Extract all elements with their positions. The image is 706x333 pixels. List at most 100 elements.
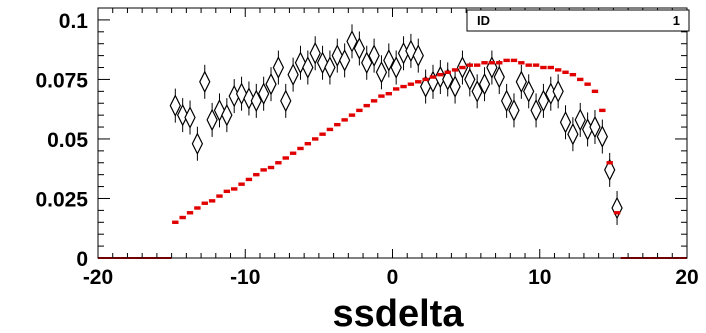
data-point-diamond xyxy=(265,67,277,102)
data-point-red xyxy=(488,61,496,65)
data-point-diamond xyxy=(434,60,447,95)
data-point-diamond xyxy=(368,38,380,73)
data-point-red xyxy=(267,165,275,170)
data-point-red xyxy=(569,72,577,77)
data-point-red xyxy=(451,68,459,72)
data-point-red xyxy=(223,189,231,194)
data-point-red xyxy=(437,72,444,77)
data-point-diamond xyxy=(338,43,351,78)
data-point-diamond xyxy=(523,74,535,109)
data-point-red xyxy=(400,84,407,89)
data-point-red xyxy=(496,61,503,65)
data-point-diamond xyxy=(375,55,388,90)
data-point-diamond xyxy=(611,191,623,225)
x-tick-label: -20 xyxy=(83,266,113,289)
data-point-red xyxy=(356,108,363,113)
data-point-red xyxy=(518,61,525,65)
data-point-red xyxy=(444,70,451,74)
data-point-diamond xyxy=(493,60,505,95)
data-point-red xyxy=(606,161,613,165)
data-point-red xyxy=(562,70,569,74)
data-point-red xyxy=(613,211,621,215)
data-point-red xyxy=(473,63,481,67)
data-point-red xyxy=(186,211,194,215)
data-point-diamond xyxy=(412,38,424,73)
data-point-diamond xyxy=(567,117,579,152)
y-tick-label: 0.1 xyxy=(59,10,89,33)
data-point-red xyxy=(459,65,466,70)
data-point-red xyxy=(503,58,510,63)
data-point-diamond xyxy=(508,93,520,128)
data-point-diamond xyxy=(500,83,513,118)
data-point-red xyxy=(481,61,488,65)
data-point-diamond xyxy=(604,152,616,187)
data-point-diamond xyxy=(280,83,292,118)
data-point-diamond xyxy=(530,93,542,128)
data-point-diamond xyxy=(442,62,454,97)
data-point-red xyxy=(348,113,356,117)
data-point-red xyxy=(370,99,378,103)
data-point-diamond xyxy=(184,100,196,135)
data-point-red xyxy=(429,75,437,79)
data-point-red xyxy=(525,63,532,67)
data-point-red xyxy=(540,65,547,70)
data-point-red xyxy=(231,187,238,191)
data-point-diamond xyxy=(235,76,248,111)
data-point-diamond xyxy=(471,74,483,109)
data-point-diamond xyxy=(478,67,491,102)
data-point-diamond xyxy=(537,83,550,118)
data-point-diamond xyxy=(589,110,601,145)
data-point-red xyxy=(591,89,599,94)
data-point-red xyxy=(466,63,474,67)
data-point-red xyxy=(289,151,297,155)
y-tick-label: 0.025 xyxy=(35,188,88,211)
y-tick-label: 0.05 xyxy=(47,129,88,152)
data-point-diamond xyxy=(419,69,432,104)
data-point-red xyxy=(532,63,540,67)
data-point-diamond xyxy=(390,50,402,85)
data-point-red xyxy=(201,201,208,205)
data-point-red xyxy=(510,58,518,63)
data-point-red xyxy=(172,220,179,224)
data-point-diamond xyxy=(596,119,609,154)
data-point-diamond xyxy=(405,33,417,68)
stats-box-label: ID xyxy=(477,13,490,28)
data-point-diamond xyxy=(552,74,564,109)
data-point-red xyxy=(378,94,385,98)
data-point-diamond xyxy=(324,50,336,85)
stats-box: ID 1 xyxy=(466,9,690,32)
data-point-diamond xyxy=(221,98,233,133)
data-point-diamond xyxy=(206,102,218,137)
y-tick-label: 0 xyxy=(76,248,88,271)
data-point-diamond xyxy=(287,57,299,92)
data-point-red xyxy=(326,127,334,132)
data-point-red xyxy=(194,206,201,210)
data-point-diamond xyxy=(169,88,181,123)
x-tick-label: 20 xyxy=(675,266,698,289)
data-point-red xyxy=(216,194,223,198)
data-point-red xyxy=(275,161,282,165)
data-point-diamond xyxy=(464,62,476,97)
data-point-diamond xyxy=(191,126,204,161)
data-point-red xyxy=(260,168,267,172)
data-point-diamond xyxy=(559,105,572,140)
data-point-red xyxy=(599,108,606,113)
data-point-red xyxy=(282,156,289,160)
data-point-red xyxy=(554,68,562,72)
data-point-red xyxy=(304,142,312,146)
data-point-red xyxy=(253,172,260,177)
x-tick-label: 10 xyxy=(528,266,551,289)
data-point-red xyxy=(547,65,554,70)
data-point-red xyxy=(245,177,253,182)
data-point-diamond xyxy=(309,36,321,71)
data-point-red xyxy=(407,82,415,86)
data-point-diamond xyxy=(353,31,366,66)
data-point-diamond xyxy=(199,64,211,99)
data-point-diamond xyxy=(346,24,358,59)
data-marks xyxy=(97,24,688,259)
data-point-diamond xyxy=(383,43,395,78)
data-point-red xyxy=(363,103,370,108)
data-point-diamond xyxy=(574,102,586,137)
x-tick-label: 0 xyxy=(387,266,399,289)
